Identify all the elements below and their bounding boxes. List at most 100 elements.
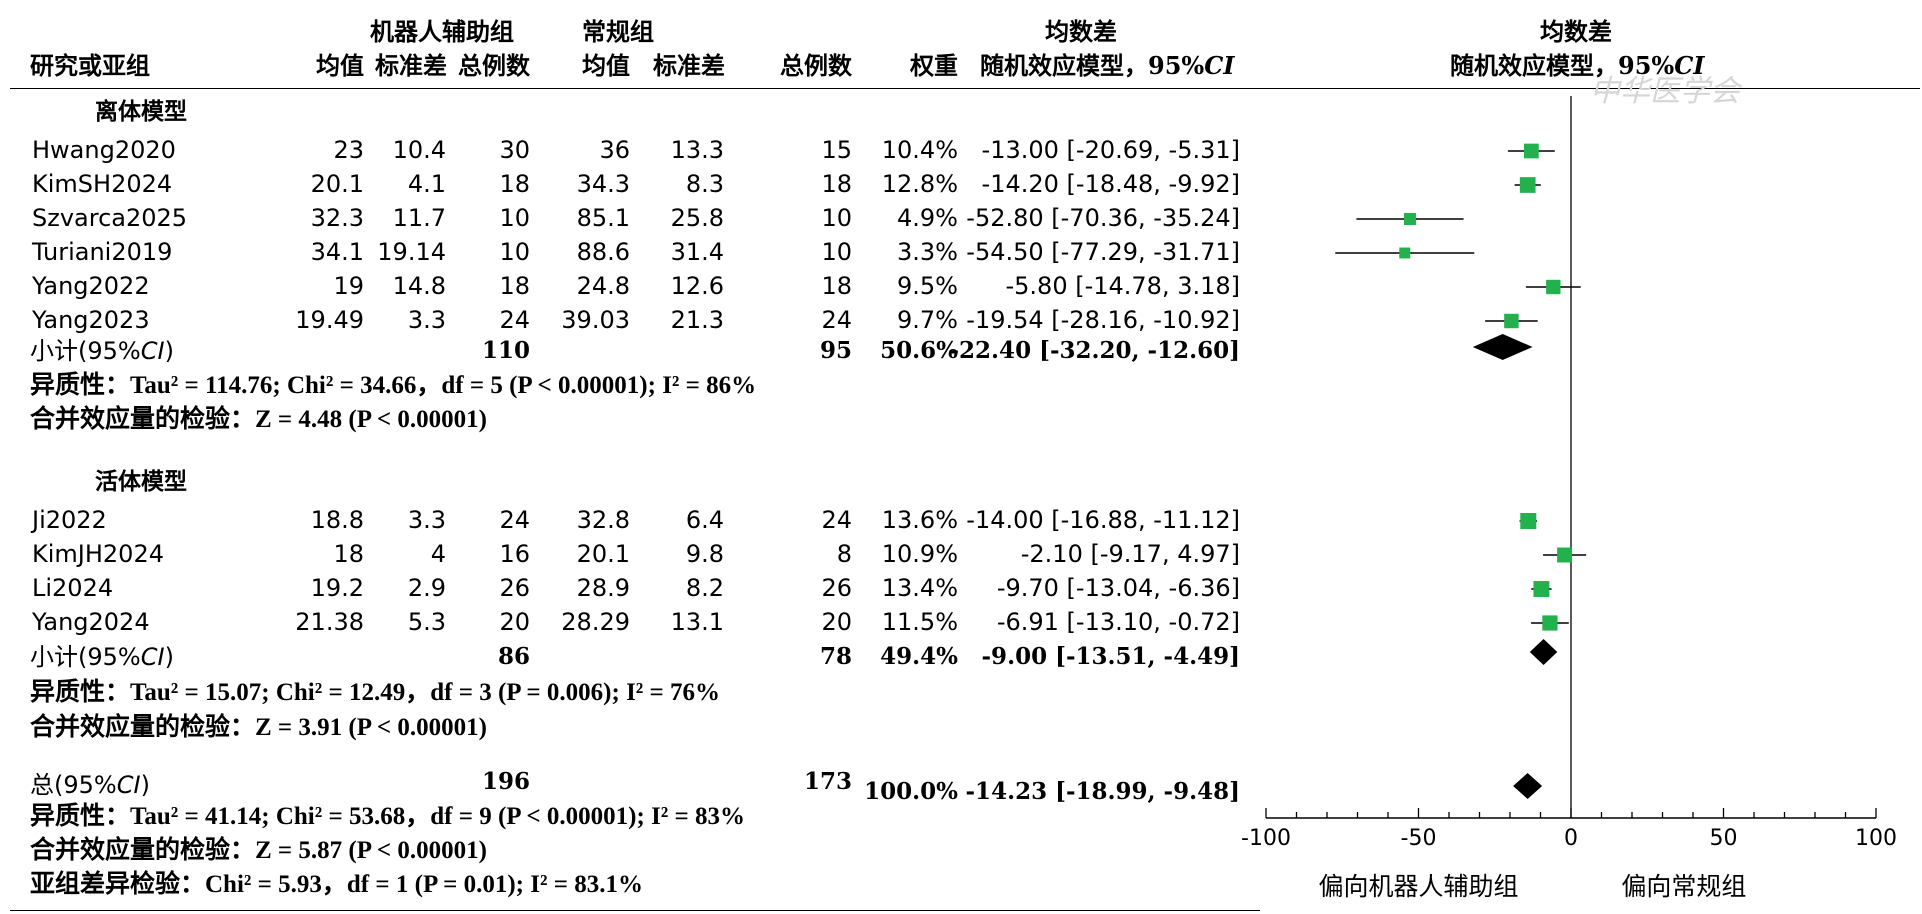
control-total: 24	[821, 506, 852, 534]
robot-sd: 19.14	[377, 238, 446, 266]
ci-value: -19.54 [-28.16, -10.92]	[966, 306, 1240, 334]
ci-value: -6.91 [-13.10, -0.72]	[996, 608, 1240, 636]
overall-effect-test: 合并效应量的检验：Z = 3.91 (P < 0.00001)	[30, 714, 487, 741]
point-estimate-marker	[1557, 547, 1573, 563]
pooled-effect-diamond	[1513, 773, 1543, 799]
robot-mean: 23	[333, 136, 364, 164]
study-name: Szvarca2025	[32, 204, 188, 232]
control-total: 20	[821, 608, 852, 636]
subtotal-control-total: 78	[819, 643, 852, 670]
subtotal-label: 小计(95%CI)	[30, 337, 174, 365]
control-mean: 28.9	[576, 574, 630, 602]
robot-sd: 4.1	[407, 170, 446, 198]
divider-line	[10, 88, 1920, 89]
total-effect-test: 合并效应量的检验：Z = 5.87 (P < 0.00001)	[30, 837, 487, 864]
plot-md-header: 均数差	[1540, 17, 1612, 46]
subtotal-weight: 50.6%	[880, 337, 958, 364]
model-header: 随机效应模型，95%CI	[980, 51, 1235, 80]
study-name: Hwang2020	[32, 136, 176, 164]
weight-value: 12.8%	[881, 170, 958, 198]
control-sd: 13.3	[670, 136, 724, 164]
robot-mean: 19.2	[310, 574, 364, 602]
point-estimate-marker	[1523, 143, 1539, 159]
study-name: KimJH2024	[32, 540, 164, 568]
point-estimate-marker	[1533, 581, 1550, 597]
weight-header: 权重	[910, 51, 958, 80]
control-sd: 31.4	[670, 238, 724, 266]
total-heterogeneity: 异质性：Tau² = 41.14; Chi² = 53.68，df = 9 (P…	[30, 803, 746, 830]
robot-sd: 2.9	[407, 574, 446, 602]
pooled-effect-diamond	[1529, 639, 1558, 665]
control-sd: 9.8	[685, 540, 724, 568]
study-name: KimSH2024	[32, 170, 173, 198]
ci-value: -5.80 [-14.78, 3.18]	[1005, 272, 1240, 300]
robot-total: 10	[499, 238, 530, 266]
robot-total: 18	[499, 272, 530, 300]
control-total: 24	[821, 306, 852, 334]
robot-total: 10	[499, 204, 530, 232]
ci-value: -2.10 [-9.17, 4.97]	[1020, 540, 1240, 568]
weight-value: 3.3%	[897, 238, 958, 266]
control-sd: 12.6	[670, 272, 724, 300]
control-mean: 88.6	[576, 238, 630, 266]
robot-sd: 5.3	[407, 608, 446, 636]
total-label: 总(95%CI)	[30, 771, 150, 799]
robot-sd: 3.3	[407, 506, 446, 534]
weight-value: 9.7%	[897, 306, 958, 334]
control-sd: 21.3	[670, 306, 724, 334]
control-sd: 25.8	[670, 204, 724, 232]
control-mean: 85.1	[576, 204, 630, 232]
robot-total: 26	[499, 574, 530, 602]
control-mean: 20.1	[576, 540, 630, 568]
weight-value: 10.4%	[881, 136, 958, 164]
robot-mean: 34.1	[310, 238, 364, 266]
control-mean: 36	[599, 136, 630, 164]
robot-total: 24	[499, 506, 530, 534]
x-tick-label: -100	[1241, 826, 1291, 851]
robot-sd: 3.3	[407, 306, 446, 334]
study-name: Yang2022	[32, 272, 150, 300]
study-col-header: 研究或亚组	[30, 51, 150, 80]
subgroup-title: 活体模型	[95, 468, 187, 495]
robot-sd: 11.7	[392, 204, 446, 232]
subgroup-title: 离体模型	[95, 98, 187, 125]
x-tick-label: -50	[1401, 826, 1437, 851]
control-total: 26	[821, 574, 852, 602]
control-mean: 28.29	[561, 608, 630, 636]
subtotal-ci: -22.40 [-32.20, -12.60]	[949, 337, 1241, 364]
x-tick-label: 50	[1710, 826, 1738, 851]
total-weight: 100.0%	[864, 778, 958, 805]
robot-mean: 20.1	[310, 170, 364, 198]
group-robot-header: 机器人辅助组	[370, 17, 514, 46]
control-mean: 34.3	[576, 170, 630, 198]
robot-mean: 18	[333, 540, 364, 568]
weight-value: 13.6%	[881, 506, 958, 534]
control-sd: 8.3	[685, 170, 724, 198]
control-mean: 24.8	[576, 272, 630, 300]
overall-effect-test: 合并效应量的检验：Z = 4.48 (P < 0.00001)	[30, 406, 487, 433]
ci-value: -54.50 [-77.29, -31.71]	[966, 238, 1240, 266]
plot-model-header: 随机效应模型，95%CI	[1450, 51, 1705, 80]
control-total: 8	[836, 540, 852, 568]
robot-sd: 14.8	[392, 272, 446, 300]
weight-value: 10.9%	[881, 540, 958, 568]
subtotal-robot-total: 110	[481, 337, 530, 364]
robot-total: 20	[499, 608, 530, 636]
sd-header: 标准差	[653, 51, 725, 80]
weight-value: 11.5%	[881, 608, 958, 636]
control-mean: 39.03	[561, 306, 630, 334]
study-name: Yang2023	[32, 306, 150, 334]
robot-total: 18	[499, 170, 530, 198]
heterogeneity-text: 异质性：Tau² = 114.76; Chi² = 34.66，df = 5 (…	[30, 372, 757, 399]
point-estimate-marker	[1504, 313, 1519, 329]
x-tick-label: 0	[1564, 826, 1578, 851]
study-name: Turiani2019	[32, 238, 173, 266]
mean-header: 均值	[582, 51, 630, 80]
robot-total: 30	[499, 136, 530, 164]
robot-mean: 19	[333, 272, 364, 300]
robot-sd: 10.4	[392, 136, 446, 164]
favors-right-label: 偏向常规组	[1621, 872, 1746, 901]
weight-value: 9.5%	[897, 272, 958, 300]
divider-line	[10, 910, 1260, 911]
control-total: 10	[821, 238, 852, 266]
